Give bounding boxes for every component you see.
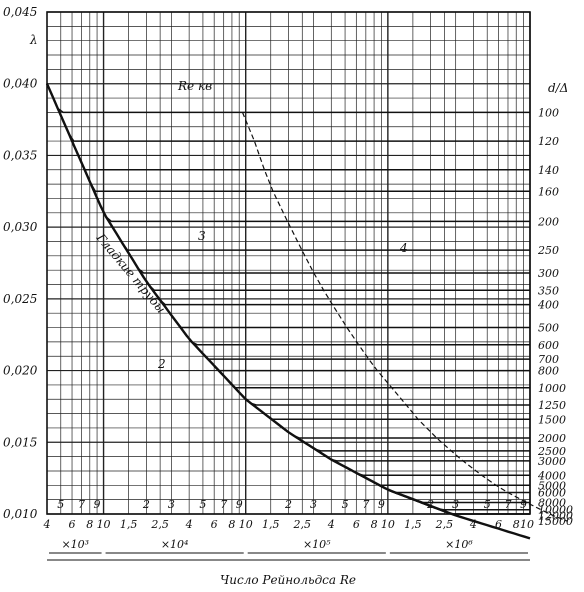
x-tick-label: 4 (185, 518, 193, 531)
x-minor-tick-label: 3 (310, 498, 317, 511)
right-axis-label: 500 (538, 322, 559, 335)
x-minor-tick-label: 5 (342, 498, 349, 511)
curve-d-100 (46, 83, 530, 114)
x-minor-tick-label: 9 (520, 498, 527, 511)
zone-4-label: 4 (399, 241, 408, 255)
y-tick-label: 0,045 (3, 5, 37, 19)
x-multiplier-label: ×10³ (61, 538, 89, 551)
x-multiplier-label: ×10⁶ (445, 538, 473, 551)
right-axis-label: 160 (538, 185, 559, 198)
x-tick-label: 10 (381, 518, 395, 531)
x-minor-tick-label: 9 (94, 498, 101, 511)
y-tick-label: 0,010 (3, 507, 38, 521)
right-axis-label: 700 (538, 353, 559, 366)
right-axis-label: 1500 (538, 413, 566, 426)
x-axis-ticks: 4 6 8 10 1,5 2,5 4 6 8 10 1,5 2,5 4 6 8 10 1,5 2,5 4 6 8 105 7… (43, 498, 534, 561)
x-tick-label: 6 (69, 518, 76, 531)
right-axis-label: 10000 (538, 504, 573, 517)
curve-d-120 (46, 83, 530, 142)
x-multiplier-label: ×10⁴ (161, 538, 189, 551)
x-tick-label: 1,5 (262, 518, 280, 531)
re-critical-dashed-line (241, 112, 568, 522)
x-tick-label: 2,5 (435, 518, 454, 531)
x-minor-tick-label: 5 (199, 498, 206, 511)
x-tick-label: 4 (327, 518, 335, 531)
x-tick-label: 6 (353, 518, 360, 531)
right-axis-label: 300 (538, 267, 559, 280)
re-critical-label: Re кв (177, 79, 212, 93)
right-axis-label: 5000 (538, 479, 566, 492)
x-minor-tick-label: 5 (57, 498, 64, 511)
right-axis-label: 8000 (538, 497, 566, 510)
right-axis-label: 2500 (537, 445, 566, 458)
x-minor-tick-label: 7 (220, 498, 227, 511)
x-multiplier-label: ×10⁵ (303, 538, 331, 551)
right-axis-label: 2000 (537, 432, 566, 445)
x-tick-label: 10 (239, 518, 253, 531)
right-axis-label: 350 (538, 284, 559, 297)
y-tick-label: 0,025 (3, 292, 37, 306)
x-tick-label: 2,5 (293, 518, 312, 531)
smooth-pipes-curve (45, 83, 531, 540)
x-tick-label: 8 (513, 518, 520, 531)
x-minor-tick-label: 3 (168, 498, 175, 511)
x-minor-tick-label: 9 (236, 498, 243, 511)
x-tick-label: 8 (228, 518, 235, 531)
x-tick-label: 8 (86, 518, 93, 531)
x-axis-label: Число Рейнольдса Re (220, 573, 356, 587)
x-minor-tick-label: 9 (378, 498, 385, 511)
right-axis-label: 120 (538, 135, 559, 148)
right-axis-label: 12000 (538, 509, 573, 522)
x-tick-label: 2,5 (150, 518, 169, 531)
x-minor-tick-label: 2 (142, 498, 150, 511)
x-tick-label: 10 (520, 518, 534, 531)
curve-d-160 (46, 83, 530, 193)
x-tick-label: 6 (211, 518, 218, 531)
curve-d-200 (46, 83, 530, 223)
zone-3-label: 3 (198, 229, 206, 243)
right-axis-label: 4000 (537, 469, 566, 482)
right-axis-label: 400 (537, 299, 559, 312)
x-tick-label: 1,5 (404, 518, 422, 531)
y-axis-ticks: 0,045 0,040 0,035 0,030 0,025 0,020 0,015 0,010 (3, 5, 38, 521)
right-axis-label: 800 (538, 365, 559, 378)
x-minor-tick-label: 2 (426, 498, 434, 511)
x-tick-label: 4 (43, 518, 51, 531)
x-tick-label: 6 (495, 518, 502, 531)
right-axis-label: 1000 (538, 382, 566, 395)
y-tick-label: 0,015 (3, 435, 37, 449)
plot-frame (46, 11, 531, 515)
x-tick-label: 4 (469, 518, 477, 531)
right-axis-label: 140 (538, 164, 559, 177)
right-axis-label: 1250 (538, 399, 566, 412)
x-minor-tick-label: 3 (452, 498, 459, 511)
y-axis-label: λ (29, 33, 38, 47)
y-tick-label: 0,020 (3, 364, 38, 378)
x-minor-tick-label: 7 (504, 498, 511, 511)
curve-d-140 (46, 83, 530, 171)
right-axis-label: 3000 (538, 455, 566, 468)
right-axis-label: 200 (537, 215, 559, 228)
right-axis-label: 6000 (538, 486, 566, 499)
y-tick-label: 0,040 (3, 77, 38, 91)
x-tick-label: 8 (371, 518, 378, 531)
x-minor-tick-label: 2 (284, 498, 292, 511)
right-axis-label: 600 (538, 339, 559, 352)
right-axis-label: 250 (537, 244, 559, 257)
curves (45, 83, 568, 540)
x-minor-tick-label: 5 (484, 498, 491, 511)
right-axis-title: d/Δ (548, 81, 568, 95)
x-tick-label: 1,5 (120, 518, 138, 531)
x-minor-tick-label: 7 (78, 498, 85, 511)
y-tick-label: 0,030 (3, 220, 38, 234)
zone-2-label: 2 (157, 357, 166, 371)
y-tick-label: 0,035 (3, 148, 37, 162)
x-tick-label: 10 (97, 518, 111, 531)
right-axis-label: 15000 (538, 515, 573, 528)
x-minor-tick-label: 7 (362, 498, 369, 511)
right-axis-label: 100 (538, 106, 559, 119)
